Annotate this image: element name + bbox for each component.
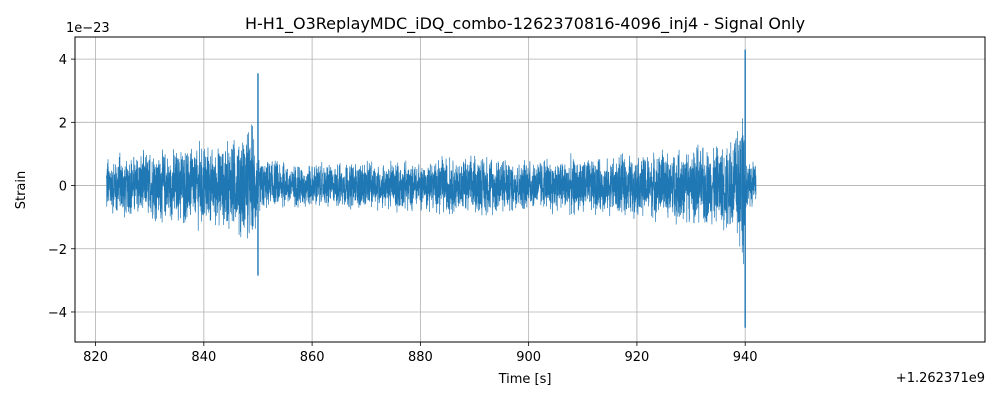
chart-title: H-H1_O3ReplayMDC_iDQ_combo-1262370816-40… <box>245 14 805 34</box>
y-tick-label: 0 <box>59 180 67 195</box>
plot-area <box>106 49 757 328</box>
x-axis-label: Time [s] <box>498 372 552 387</box>
y-tick-label: −4 <box>48 306 67 321</box>
peak-spikes <box>257 49 746 328</box>
y-tick-label: −2 <box>48 243 67 258</box>
y-scale-label: 1e−23 <box>66 21 110 36</box>
y-tick-label: 2 <box>59 116 67 131</box>
y-tick-label: 4 <box>59 53 67 68</box>
strain-series-line <box>106 118 757 265</box>
y-axis-label: Strain <box>14 171 29 210</box>
y-axis-ticks: −4 −2 0 2 4 <box>48 53 75 321</box>
axes-frame <box>74 36 986 343</box>
x-tick-label: 900 <box>516 350 541 365</box>
x-tick-label: 860 <box>300 350 325 365</box>
x-tick-label: 920 <box>625 350 650 365</box>
x-offset-label: +1.262371e9 <box>896 371 985 386</box>
x-tick-label: 880 <box>408 350 433 365</box>
x-tick-label: 840 <box>191 350 216 365</box>
x-tick-label: 820 <box>83 350 108 365</box>
x-axis-ticks: 820 840 860 880 900 920 940 <box>83 342 758 365</box>
x-tick-label: 940 <box>733 350 758 365</box>
